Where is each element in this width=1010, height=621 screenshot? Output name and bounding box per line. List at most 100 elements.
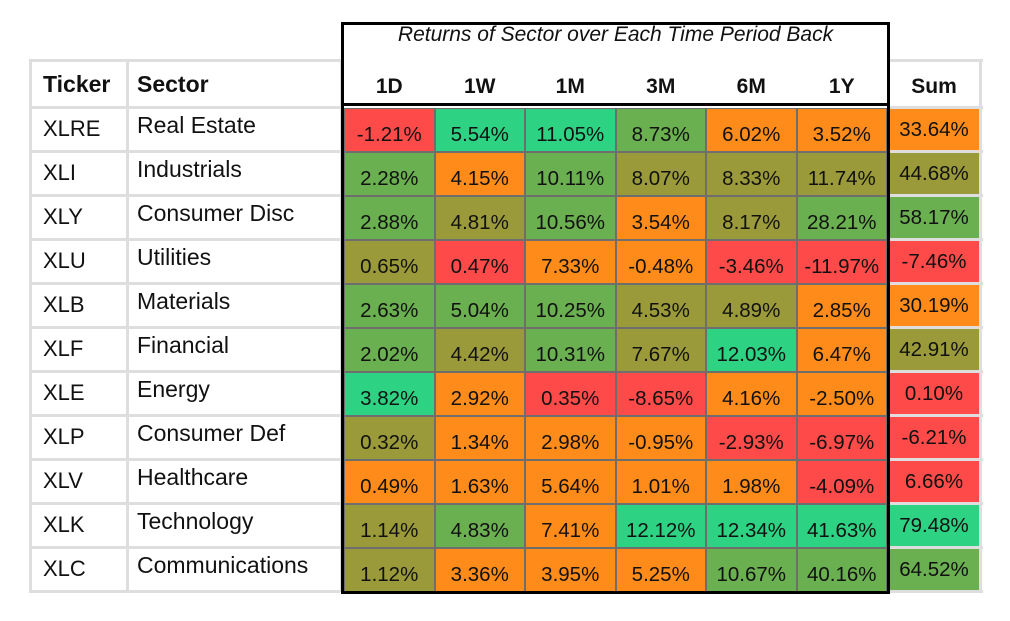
row-divider bbox=[29, 370, 340, 373]
heatmap-cell: 3.95% bbox=[525, 548, 616, 592]
chart-title: Returns of Sector over Each Time Period … bbox=[397, 23, 834, 46]
column-header-6m: 6M bbox=[736, 75, 766, 98]
heatmap-cell: 10.11% bbox=[525, 152, 616, 196]
heatmap-cell: 10.56% bbox=[525, 196, 616, 240]
heatmap-cell: 1.12% bbox=[344, 548, 435, 592]
sector-cell: Healthcare bbox=[129, 460, 340, 501]
row-divider bbox=[29, 150, 340, 153]
row-divider bbox=[29, 194, 340, 197]
heatmap-cell: 4.89% bbox=[706, 284, 797, 328]
heatmap-cell: 10.31% bbox=[525, 328, 616, 372]
sector-cell: Communications bbox=[129, 548, 340, 589]
row-divider bbox=[889, 414, 983, 417]
heatmap-cell: 4.53% bbox=[615, 284, 706, 328]
ticker-cell: XLF bbox=[33, 328, 126, 369]
heatmap-cell: 1.01% bbox=[615, 460, 706, 504]
heatmap-cell: 1.63% bbox=[434, 460, 525, 504]
row-divider bbox=[889, 238, 983, 241]
column-header-sum: Sum bbox=[911, 75, 957, 98]
heatmap-cell: -6.97% bbox=[796, 416, 887, 460]
heatmap-cell: -2.93% bbox=[706, 416, 797, 460]
ticker-cell: XLK bbox=[33, 504, 126, 545]
heatmap-cell: 0.49% bbox=[344, 460, 435, 504]
sector-column-header: Sector bbox=[129, 62, 340, 106]
column-divider bbox=[340, 59, 343, 592]
sector-cell: Consumer Def bbox=[129, 416, 340, 457]
column-divider bbox=[29, 59, 32, 592]
heatmap-cell: -0.48% bbox=[615, 240, 706, 284]
sector-cell: Industrials bbox=[129, 152, 340, 193]
sector-cell: Financial bbox=[129, 328, 340, 369]
heatmap-cell: 0.65% bbox=[344, 240, 435, 284]
ticker-cell: XLB bbox=[33, 284, 126, 325]
ticker-cell: XLC bbox=[33, 548, 126, 589]
sum-cell: 58.17% bbox=[889, 196, 979, 240]
heatmap-cell: 5.54% bbox=[434, 108, 525, 152]
heatmap-cell: 2.92% bbox=[434, 372, 525, 416]
heatmap-cell: 12.34% bbox=[706, 504, 797, 548]
row-divider bbox=[29, 414, 340, 417]
heatmap-cell: 10.67% bbox=[706, 548, 797, 592]
row-divider bbox=[889, 326, 983, 329]
heatmap-cell: -8.65% bbox=[615, 372, 706, 416]
heatmap-cell: 8.17% bbox=[706, 196, 797, 240]
heatmap-cell: 5.04% bbox=[434, 284, 525, 328]
sum-cell: -6.21% bbox=[889, 416, 979, 460]
sum-cell: 30.19% bbox=[889, 284, 979, 328]
heatmap-cell: 11.74% bbox=[796, 152, 887, 196]
row-divider bbox=[889, 59, 983, 62]
row-divider bbox=[889, 370, 983, 373]
sum-cell: 44.68% bbox=[889, 152, 979, 196]
heatmap-cell: 7.41% bbox=[525, 504, 616, 548]
heatmap-cell: 2.02% bbox=[344, 328, 435, 372]
heatmap-cell: 5.64% bbox=[525, 460, 616, 504]
row-divider bbox=[29, 502, 340, 505]
sector-cell: Technology bbox=[129, 504, 340, 545]
column-header-1d: 1D bbox=[375, 75, 403, 98]
row-divider bbox=[29, 238, 340, 241]
heatmap-cell: 2.63% bbox=[344, 284, 435, 328]
heatmap-cell: 0.32% bbox=[344, 416, 435, 460]
heatmap-cell: 4.42% bbox=[434, 328, 525, 372]
sum-cell: -7.46% bbox=[889, 240, 979, 284]
heatmap-cell: 41.63% bbox=[796, 504, 887, 548]
heatmap-cell: 28.21% bbox=[796, 196, 887, 240]
heatmap-cell: -1.21% bbox=[344, 108, 435, 152]
heatmap-cell: -2.50% bbox=[796, 372, 887, 416]
ticker-cell: XLY bbox=[33, 196, 126, 237]
row-divider bbox=[889, 502, 983, 505]
heatmap-cell: 4.81% bbox=[434, 196, 525, 240]
heatmap-cell: 3.54% bbox=[615, 196, 706, 240]
heatmap-cell: 3.82% bbox=[344, 372, 435, 416]
heatmap-cell: 0.47% bbox=[434, 240, 525, 284]
heatmap-cell: -3.46% bbox=[706, 240, 797, 284]
ticker-cell: XLV bbox=[33, 460, 126, 501]
ticker-column-header: Ticker bbox=[33, 62, 126, 106]
sum-cell: 79.48% bbox=[889, 504, 979, 548]
heatmap-cell: 8.33% bbox=[706, 152, 797, 196]
heatmap-cell: 7.67% bbox=[615, 328, 706, 372]
heatmap-cell: 4.16% bbox=[706, 372, 797, 416]
heatmap-cell: 8.07% bbox=[615, 152, 706, 196]
sector-cell: Energy bbox=[129, 372, 340, 413]
heatmap-cell: 2.98% bbox=[525, 416, 616, 460]
ticker-cell: XLI bbox=[33, 152, 126, 193]
column-header-1m: 1M bbox=[555, 75, 585, 98]
column-divider bbox=[979, 59, 982, 592]
sector-cell: Consumer Disc bbox=[129, 196, 340, 237]
column-divider bbox=[126, 59, 129, 592]
row-divider bbox=[889, 546, 983, 549]
row-divider bbox=[889, 194, 983, 197]
heatmap-cell: 6.47% bbox=[796, 328, 887, 372]
heatmap-cell: 4.15% bbox=[434, 152, 525, 196]
sum-cell: 6.66% bbox=[889, 460, 979, 504]
heatmap-cell: 7.33% bbox=[525, 240, 616, 284]
row-divider bbox=[29, 106, 340, 109]
row-divider bbox=[29, 59, 340, 62]
heatmap-cell: 11.05% bbox=[525, 108, 616, 152]
sum-cell: 42.91% bbox=[889, 328, 979, 372]
heatmap-cell: 6.02% bbox=[706, 108, 797, 152]
heatmap-cell: 3.36% bbox=[434, 548, 525, 592]
row-divider bbox=[889, 590, 983, 593]
